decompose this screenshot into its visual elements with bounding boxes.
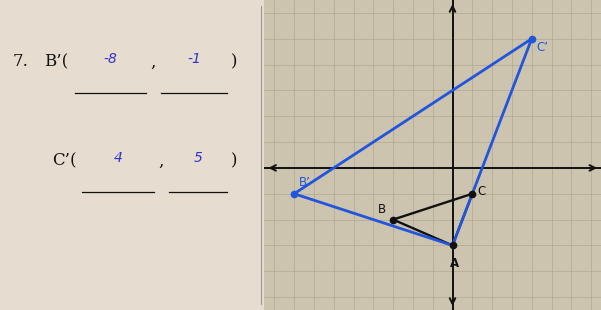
- Text: B’: B’: [299, 175, 311, 188]
- Text: B: B: [378, 203, 386, 216]
- Text: -1: -1: [187, 52, 201, 66]
- Text: C’(: C’(: [52, 153, 77, 170]
- Text: ,: ,: [158, 153, 163, 170]
- Text: 4: 4: [114, 151, 123, 165]
- Text: B’(: B’(: [44, 54, 69, 70]
- Text: C’: C’: [537, 41, 549, 54]
- Text: ): ): [231, 54, 238, 70]
- Text: 7.: 7.: [13, 54, 29, 70]
- Text: -8: -8: [103, 52, 117, 66]
- Text: ,: ,: [150, 54, 156, 70]
- Text: 5: 5: [194, 151, 203, 165]
- Text: A: A: [450, 257, 459, 270]
- Text: C: C: [477, 185, 486, 198]
- Text: ): ): [231, 153, 238, 170]
